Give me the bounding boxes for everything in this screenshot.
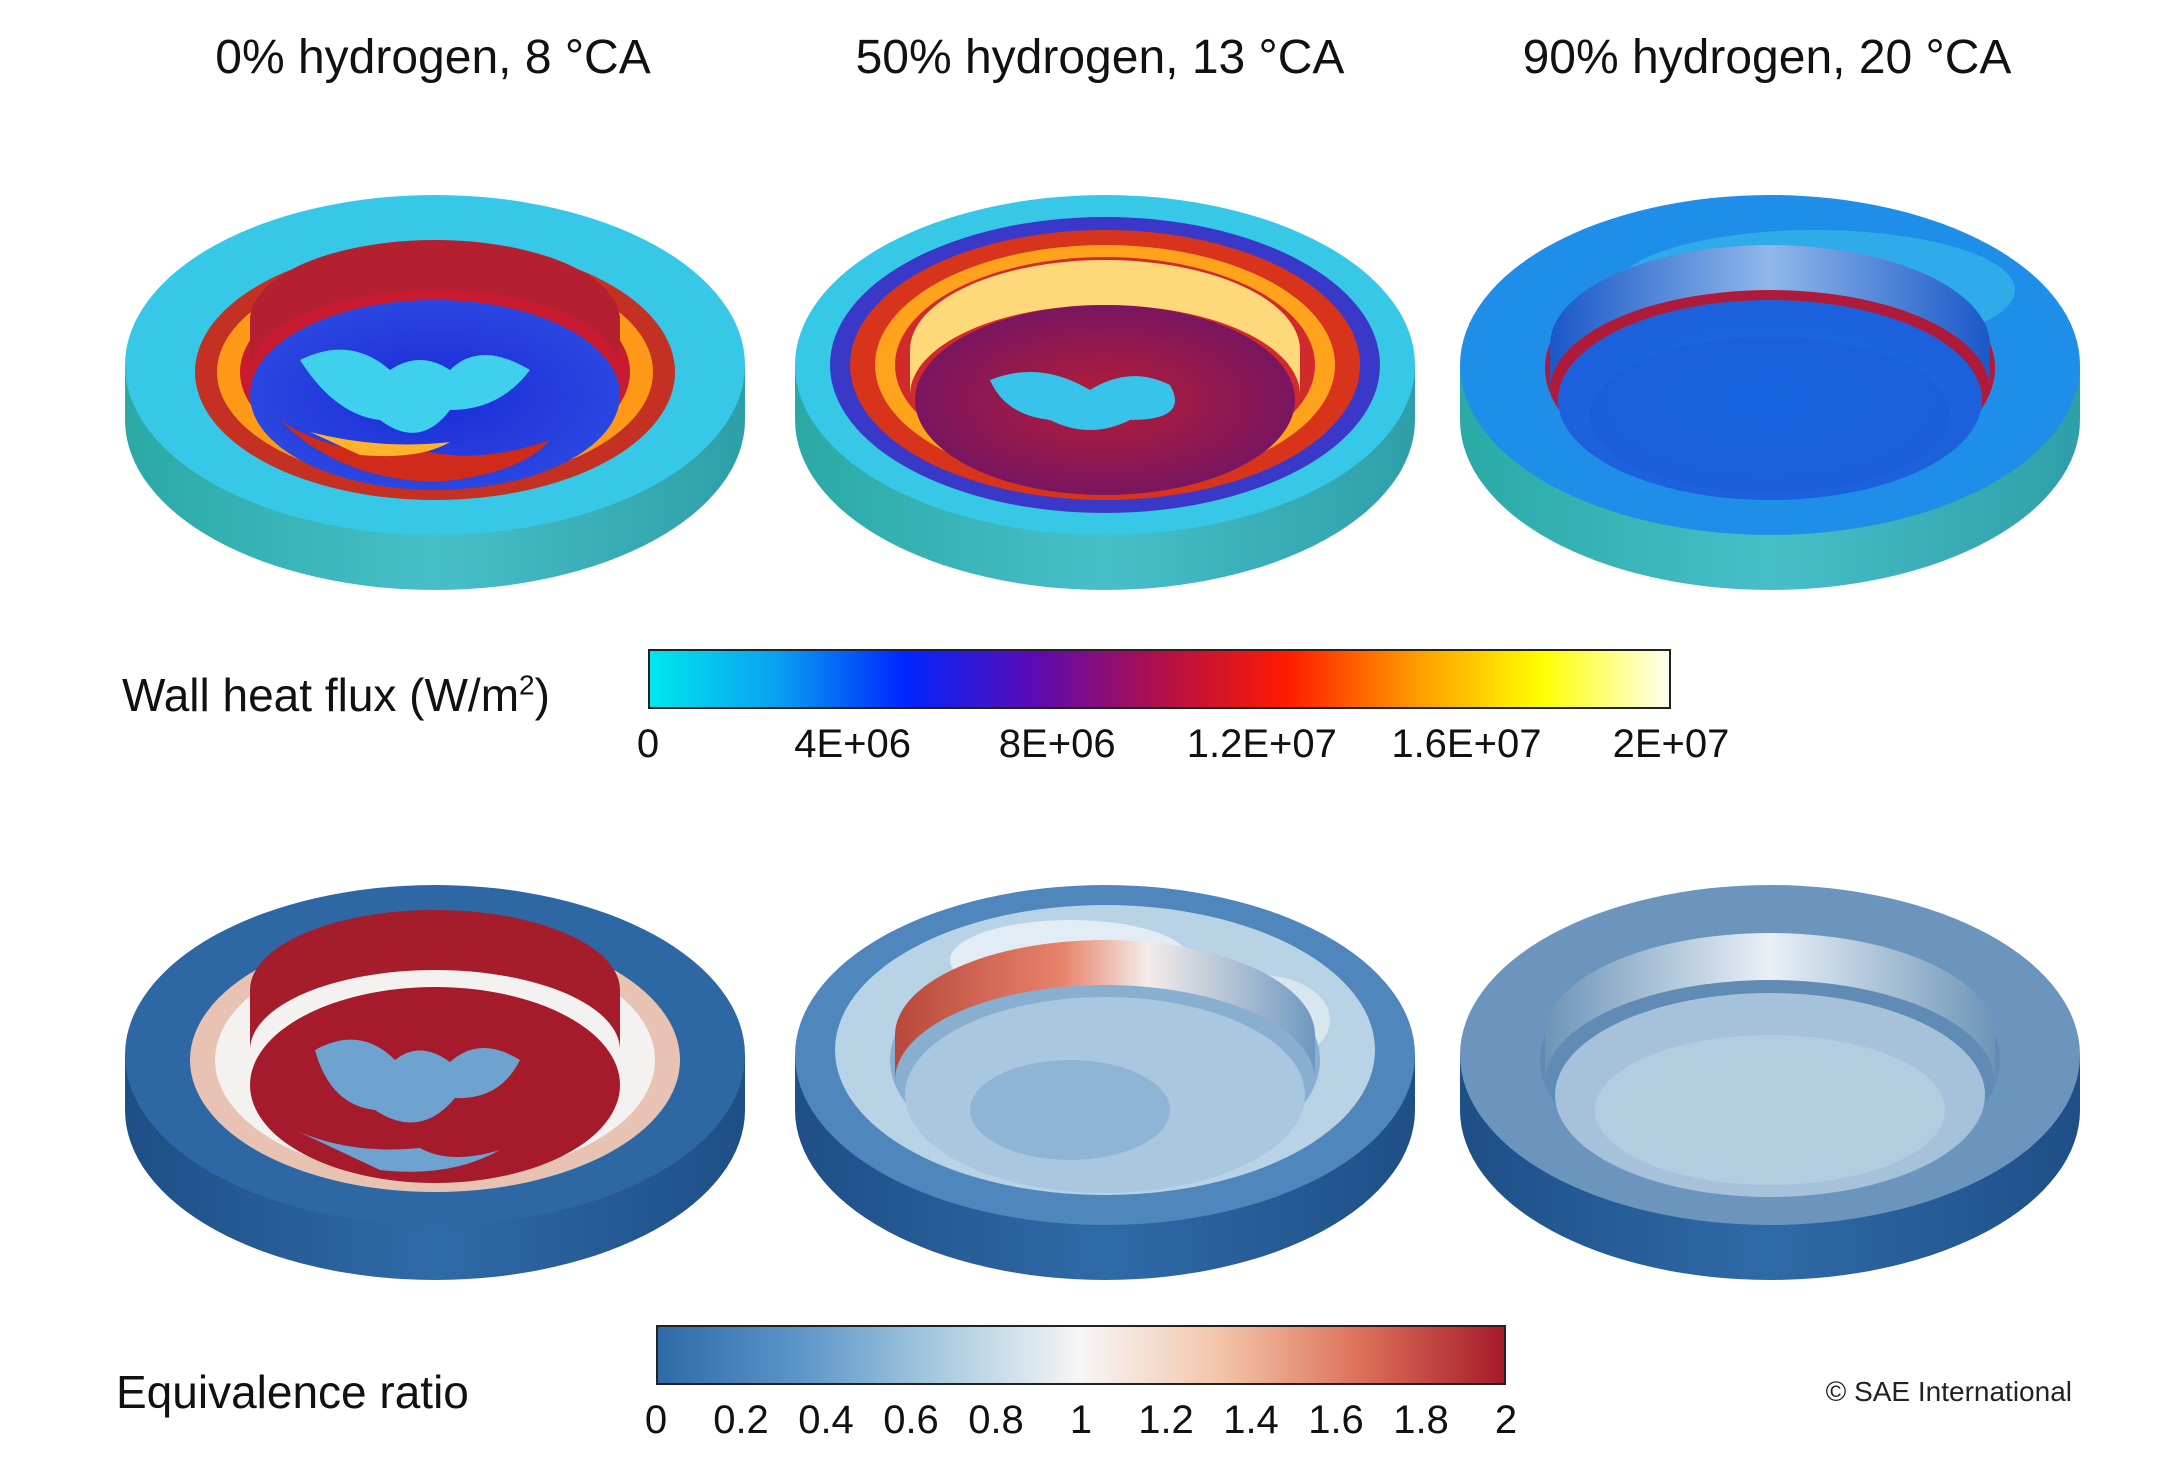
equivalence-tick-label: 0 (644, 1398, 668, 1442)
equivalence-label: Equivalence ratio (116, 1366, 469, 1418)
equivalence-piston-50 (795, 885, 1415, 1280)
heat-flux-tick-label: 1.2E+07 (1186, 722, 1337, 766)
equivalence-tick-label: 0.2 (713, 1398, 769, 1442)
heat-flux-label-text: Wall heat flux (W/m (122, 669, 520, 721)
heat-flux-tick-label: 2E+07 (1612, 722, 1730, 766)
equivalence-tick-label: 1 (1069, 1398, 1093, 1442)
equivalence-piston-0 (125, 885, 745, 1280)
copyright-notice: © SAE International (1825, 1376, 2072, 1407)
heat-flux-piston-50 (795, 195, 1415, 590)
equivalence-colorbar (656, 1325, 1506, 1385)
title-50-hydrogen: 50% hydrogen, 13 °CA (855, 31, 1345, 84)
equivalence-tick-label: 1.2 (1138, 1398, 1194, 1442)
equivalence-tick-label: 0.8 (968, 1398, 1024, 1442)
title-90-hydrogen: 90% hydrogen, 20 °CA (1522, 31, 2012, 84)
heat-flux-label: Wall heat flux (W/m2) (122, 668, 550, 722)
equivalence-tick-label: 1.8 (1393, 1398, 1449, 1442)
heat-flux-piston-90 (1460, 195, 2080, 590)
equivalence-tick-label: 0.6 (883, 1398, 939, 1442)
equivalence-tick-label: 0.4 (798, 1398, 854, 1442)
heat-flux-label-sup: 2 (519, 669, 535, 701)
heat-flux-colorbar (648, 649, 1671, 709)
heat-flux-tick-label: 0 (636, 722, 660, 766)
heat-flux-tick-label: 8E+06 (998, 722, 1116, 766)
equivalence-tick-label: 2 (1494, 1398, 1518, 1442)
heat-flux-tick-label: 1.6E+07 (1391, 722, 1542, 766)
heat-flux-tick-label: 4E+06 (794, 722, 911, 766)
title-0-hydrogen: 0% hydrogen, 8 °CA (215, 31, 651, 84)
heat-flux-label-close: ) (534, 669, 550, 721)
heat-flux-piston-0 (125, 195, 745, 590)
equivalence-tick-label: 1.4 (1223, 1398, 1279, 1442)
equivalence-piston-90 (1460, 885, 2080, 1280)
equivalence-tick-label: 1.6 (1308, 1398, 1364, 1442)
